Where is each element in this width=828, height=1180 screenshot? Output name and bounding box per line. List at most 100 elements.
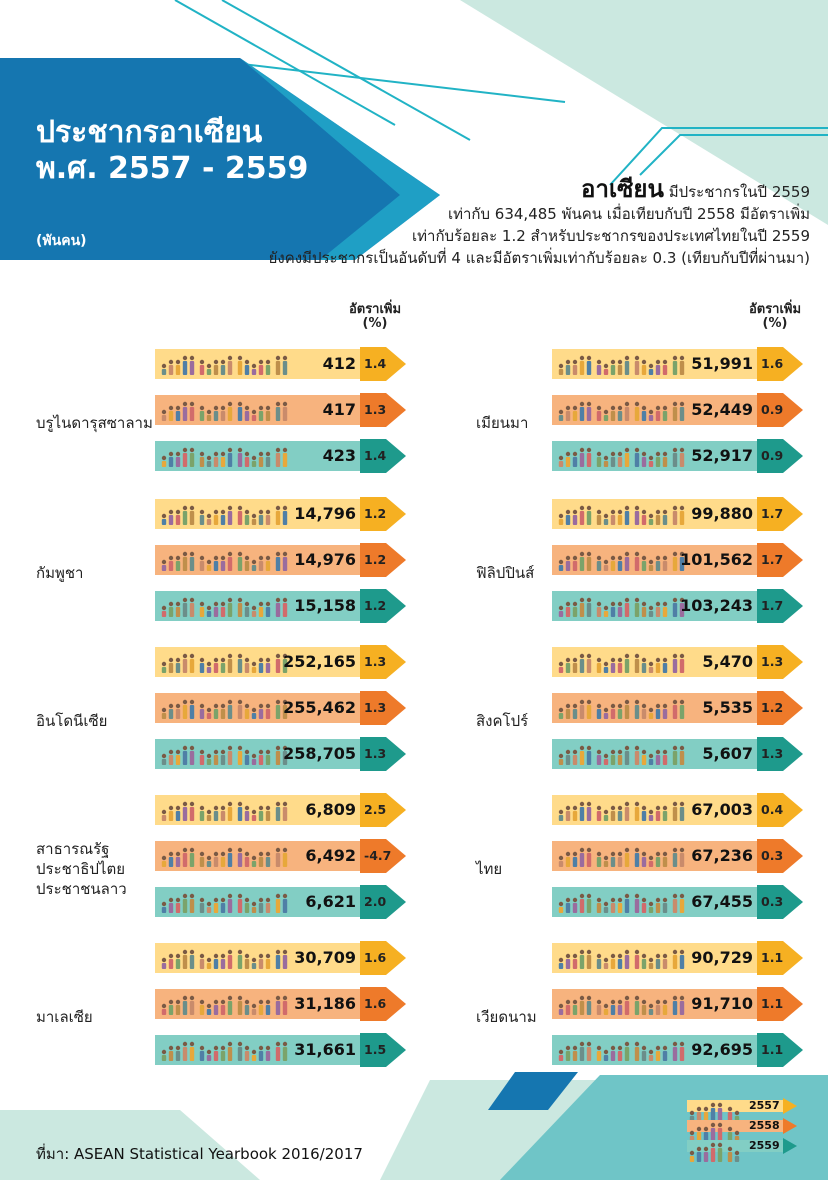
growth-rate-value: 1.7 bbox=[761, 598, 784, 613]
people-group bbox=[159, 993, 292, 1017]
population-bar: 99,880 bbox=[552, 499, 757, 529]
growth-rate-marker: 2.5 bbox=[360, 793, 406, 827]
growth-rate-marker: 1.3 bbox=[360, 691, 406, 725]
growth-rate-marker: 1.3 bbox=[757, 645, 803, 679]
population-bar: 67,236 bbox=[552, 841, 757, 871]
population-bar: 5,607 bbox=[552, 739, 757, 769]
rate-header-unit: (%) bbox=[362, 316, 388, 331]
population-value: 6,492 bbox=[305, 846, 356, 865]
population-value: 5,470 bbox=[702, 652, 753, 671]
population-value: 5,607 bbox=[702, 744, 753, 763]
population-value: 99,880 bbox=[691, 504, 753, 523]
growth-rate-marker: 0.4 bbox=[757, 793, 803, 827]
arrow-tip-icon bbox=[757, 497, 803, 531]
growth-rate-value: 1.5 bbox=[364, 1042, 387, 1057]
growth-rate-value: 1.1 bbox=[761, 1042, 784, 1057]
growth-rate-value: 0.9 bbox=[761, 448, 784, 463]
arrow-tip-icon bbox=[783, 1118, 797, 1134]
growth-rate-value: 1.1 bbox=[761, 950, 784, 965]
growth-rate-marker: 1.2 bbox=[757, 691, 803, 725]
population-value: 67,236 bbox=[691, 846, 753, 865]
growth-rate-value: 1.3 bbox=[364, 654, 387, 669]
summary-text: อาเซียน มีประชากรในปี 2559 เท่ากับ 634,4… bbox=[268, 177, 810, 269]
growth-rate-value: 1.3 bbox=[364, 700, 387, 715]
growth-rate-value: 1.2 bbox=[364, 598, 387, 613]
growth-rate-marker: 1.3 bbox=[360, 737, 406, 771]
country-label: เมียนมา bbox=[476, 414, 529, 432]
people-silhouette-icon bbox=[558, 401, 685, 421]
people-silhouette-icon bbox=[161, 1041, 288, 1061]
people-silhouette-icon bbox=[558, 699, 685, 719]
population-value: 6,809 bbox=[305, 800, 356, 819]
growth-rate-value: 1.1 bbox=[761, 996, 784, 1011]
growth-rate-marker: 2.0 bbox=[360, 885, 406, 919]
source-note: ที่มา: ASEAN Statistical Yearbook 2016/2… bbox=[36, 1145, 363, 1163]
people-group bbox=[556, 595, 689, 619]
summary-line1: มีประชากรในปี 2559 bbox=[668, 183, 810, 201]
growth-rate-marker: 0.9 bbox=[757, 393, 803, 427]
growth-rate-marker: 1.1 bbox=[757, 941, 803, 975]
country-label: ไทย bbox=[476, 860, 503, 878]
people-silhouette-icon bbox=[558, 995, 685, 1015]
country-label: สิงคโปร์ bbox=[476, 712, 529, 730]
people-group bbox=[556, 503, 689, 527]
rate-header-unit: (%) bbox=[762, 316, 788, 331]
population-bar: 52,449 bbox=[552, 395, 757, 425]
growth-rate-value: -4.7 bbox=[364, 848, 392, 863]
arrow-tip-icon bbox=[757, 737, 803, 771]
people-silhouette-icon bbox=[161, 893, 288, 913]
population-bar: 5,470 bbox=[552, 647, 757, 677]
arrow-tip-icon bbox=[757, 543, 803, 577]
people-group bbox=[159, 697, 292, 721]
rate-column-header-left: อัตราเพิ่ม (%) bbox=[330, 303, 420, 331]
arrow-tip-icon bbox=[360, 645, 406, 679]
population-value: 417 bbox=[322, 400, 356, 419]
growth-rate-marker: 1.2 bbox=[360, 589, 406, 623]
page-subtitle: พ.ศ. 2557 - 2559 bbox=[36, 151, 309, 186]
arrow-tip-icon bbox=[360, 941, 406, 975]
legend-item: 2558 bbox=[687, 1118, 799, 1142]
population-bar: 6,492 bbox=[155, 841, 360, 871]
people-silhouette-icon bbox=[558, 745, 685, 765]
arrow-tip-icon bbox=[757, 941, 803, 975]
population-bar: 67,455 bbox=[552, 887, 757, 917]
arrow-tip-icon bbox=[360, 839, 406, 873]
country-label: กัมพูชา bbox=[36, 564, 84, 582]
population-bar: 52,917 bbox=[552, 441, 757, 471]
people-silhouette-icon bbox=[161, 597, 288, 617]
arrow-tip-icon bbox=[757, 885, 803, 919]
population-bar: 6,621 bbox=[155, 887, 360, 917]
rate-column-header-right: อัตราเพิ่ม (%) bbox=[730, 303, 820, 331]
people-group bbox=[556, 1039, 689, 1063]
growth-rate-value: 1.4 bbox=[364, 448, 387, 463]
growth-rate-value: 2.0 bbox=[364, 894, 387, 909]
arrow-tip-icon bbox=[757, 393, 803, 427]
arrow-tip-icon bbox=[757, 1033, 803, 1067]
people-group bbox=[159, 845, 292, 869]
arrow-tip-icon bbox=[783, 1098, 797, 1114]
people-silhouette-icon bbox=[161, 745, 288, 765]
page-title: ประชากรอาเซียน bbox=[36, 115, 263, 150]
growth-rate-value: 0.4 bbox=[761, 802, 784, 817]
growth-rate-marker: 0.9 bbox=[757, 439, 803, 473]
population-value: 412 bbox=[322, 354, 356, 373]
population-bar: 423 bbox=[155, 441, 360, 471]
legend-label: 2559 bbox=[749, 1139, 780, 1152]
unit-label: (พันคน) bbox=[36, 233, 87, 249]
arrow-tip-icon bbox=[360, 543, 406, 577]
population-bar: 67,003 bbox=[552, 795, 757, 825]
growth-rate-marker: 1.3 bbox=[360, 645, 406, 679]
population-bar: 412 bbox=[155, 349, 360, 379]
growth-rate-value: 1.7 bbox=[761, 506, 784, 521]
people-silhouette-icon bbox=[161, 995, 288, 1015]
arrow-tip-icon bbox=[757, 347, 803, 381]
people-silhouette-icon bbox=[558, 949, 685, 969]
population-bar: 258,705 bbox=[155, 739, 360, 769]
growth-rate-marker: 1.2 bbox=[360, 543, 406, 577]
growth-rate-marker: 1.7 bbox=[757, 497, 803, 531]
people-group bbox=[159, 399, 292, 423]
country-label: ฟิลิปปินส์ bbox=[476, 564, 535, 582]
growth-rate-marker: 1.6 bbox=[360, 941, 406, 975]
people-silhouette-icon bbox=[689, 1122, 740, 1142]
summary-line4: ยังคงมีประชากรเป็นอันดับที่ 4 และมีอัตรา… bbox=[268, 249, 810, 267]
